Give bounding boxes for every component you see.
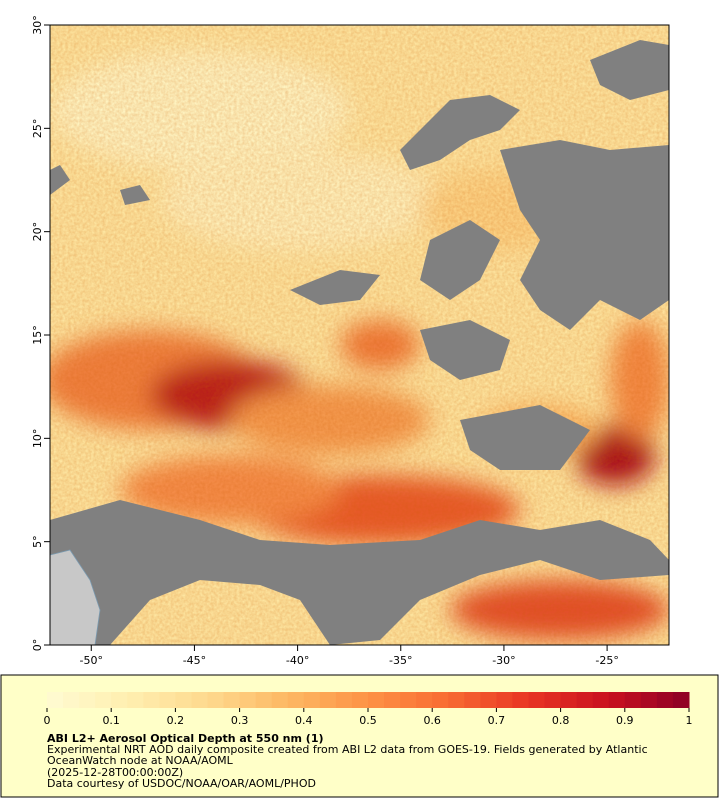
colorbar-step	[464, 692, 481, 708]
colorbar-tick-label: 0.3	[231, 714, 249, 727]
x-tick-label: -35°	[389, 654, 412, 667]
y-tick-label: 10°	[31, 429, 44, 449]
colorbar-step	[528, 692, 546, 708]
colorbar-step	[400, 692, 417, 708]
colorbar-tick-label: 0.1	[102, 714, 120, 727]
colorbar-step	[416, 692, 433, 708]
colorbar-step	[287, 692, 305, 708]
colorbar-step	[63, 692, 80, 708]
colorbar-step	[271, 692, 289, 708]
colorbar-step	[191, 692, 208, 708]
colorbar-step	[640, 692, 658, 708]
colorbar-step	[351, 692, 369, 708]
colorbar-step	[207, 692, 225, 708]
colorbar-step	[95, 692, 112, 708]
title: ABI L2+ Aerosol Optical Depth at 550 nm …	[47, 732, 324, 745]
credit: Data courtesy of USDOC/NOAA/OAR/AOML/PHO…	[47, 777, 316, 790]
colorbar-step	[544, 692, 562, 708]
x-tick-label: -45°	[183, 654, 206, 667]
colorbar-step	[448, 692, 465, 708]
colorbar-tick-label: 0	[44, 714, 51, 727]
colorbar-step	[624, 692, 642, 708]
subtitle-line-2: OceanWatch node at NOAA/AOML	[47, 754, 234, 767]
colorbar-step	[496, 692, 513, 708]
colorbar-step	[432, 692, 449, 708]
colorbar-tick-label: 0.7	[488, 714, 506, 727]
colorbar-step	[319, 692, 337, 708]
colorbar-step	[143, 692, 160, 708]
colorbar-step	[159, 692, 176, 708]
colorbar-step	[239, 692, 257, 708]
y-tick-label: 20°	[31, 222, 44, 242]
colorbar-step	[303, 692, 321, 708]
colorbar-step	[223, 692, 241, 708]
colorbar-tick-label: 0.4	[295, 714, 313, 727]
colorbar-step	[384, 692, 401, 708]
colorbar-step	[335, 692, 353, 708]
x-tick-label: -40°	[286, 654, 309, 667]
y-tick-label: 25°	[31, 119, 44, 139]
colorbar-tick-label: 0.8	[552, 714, 570, 727]
colorbar-step	[560, 692, 578, 708]
colorbar-step	[672, 692, 690, 708]
colorbar-step	[255, 692, 273, 708]
colorbar-step	[480, 692, 497, 708]
colorbar-tick-label: 0.2	[167, 714, 185, 727]
colorbar-step	[576, 692, 594, 708]
colorbar-tick-label: 1	[686, 714, 693, 727]
colorbar-step	[79, 692, 96, 708]
colorbar-step	[127, 692, 144, 708]
colorbar-step	[608, 692, 626, 708]
colorbar-tick-label: 0.5	[359, 714, 377, 727]
colorbar-tick-label: 0.9	[616, 714, 634, 727]
colorbar-step	[47, 692, 64, 708]
aod-field	[50, 25, 669, 645]
x-tick-label: -25°	[595, 654, 618, 667]
timestamp: (2025-12-28T00:00:00Z)	[47, 766, 183, 779]
colorbar-step	[512, 692, 529, 708]
colorbar-step	[592, 692, 610, 708]
y-tick-label: 5°	[31, 535, 44, 548]
y-tick-label: 30°	[31, 15, 44, 35]
colorbar-tick-label: 0.6	[423, 714, 441, 727]
y-tick-label: 15°	[31, 325, 44, 345]
subtitle-line-1: Experimental NRT AOD daily composite cre…	[47, 743, 648, 756]
colorbar-step	[111, 692, 128, 708]
x-tick-label: -50°	[80, 654, 103, 667]
colorbar-step	[656, 692, 674, 708]
y-tick-label: 0°	[31, 639, 44, 652]
colorbar-step	[368, 692, 385, 708]
x-tick-label: -30°	[492, 654, 515, 667]
colorbar-step	[175, 692, 192, 708]
